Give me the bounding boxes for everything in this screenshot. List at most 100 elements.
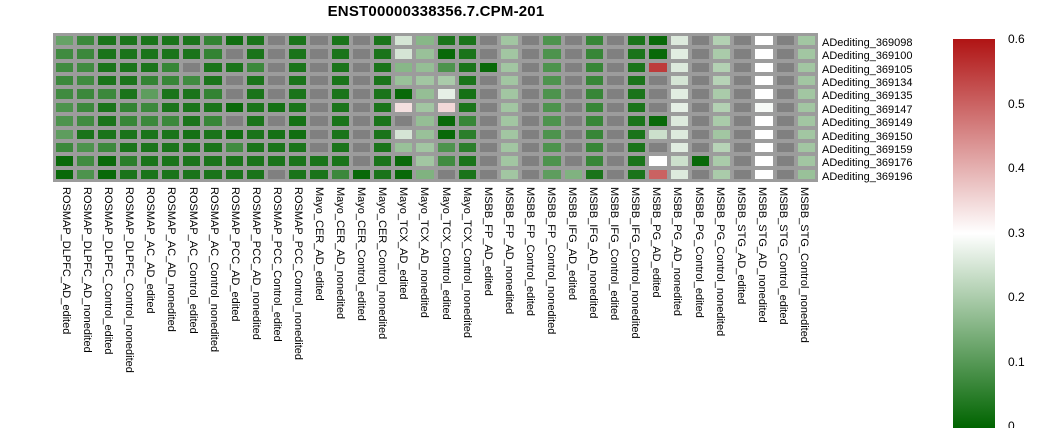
heatmap-cell: [585, 116, 604, 126]
heatmap-cell: [607, 156, 625, 166]
heatmap-cell: [670, 89, 688, 99]
heatmap-cell: [225, 76, 243, 86]
heatmap-cell: [56, 142, 74, 153]
heatmap-cell: [437, 36, 455, 46]
heatmap-cell: [543, 116, 561, 126]
heatmap-cell: [310, 169, 328, 179]
heatmap-cell: [225, 62, 243, 73]
heatmap-cell: [670, 49, 688, 59]
colorbar-tick: 0: [1008, 419, 1015, 428]
heatmap-cell: [395, 89, 413, 99]
heatmap-cell: [267, 129, 286, 139]
heatmap-cell: [649, 169, 667, 179]
heatmap-cell: [755, 169, 773, 179]
heatmap-cell: [289, 169, 307, 179]
heatmap-cell: [776, 89, 794, 99]
heatmap-cell: [585, 36, 604, 46]
heatmap-cell: [225, 169, 243, 179]
heatmap-cell: [140, 142, 158, 153]
row-label: ADediting_369098: [822, 37, 913, 49]
heatmap-cell: [310, 49, 328, 59]
heatmap-cell: [776, 116, 794, 126]
heatmap-cell: [776, 169, 794, 179]
column-label: MSBB_STG_AD_edited: [734, 187, 747, 305]
heatmap-cell: [56, 36, 74, 46]
heatmap-cell: [755, 102, 773, 113]
column-label: MSBB_IFG_AD_edited: [566, 187, 579, 301]
heatmap-cell: [56, 116, 74, 126]
heatmap-cell: [267, 36, 286, 46]
heatmap-cell: [755, 156, 773, 166]
heatmap-cell: [458, 76, 476, 86]
heatmap-cell: [713, 36, 731, 46]
heatmap-cell: [691, 156, 710, 166]
column-label: MSBB_PG_AD_nonedited: [671, 187, 684, 317]
heatmap-cell: [522, 129, 540, 139]
heatmap-cell: [479, 169, 498, 179]
heatmap-cell: [225, 116, 243, 126]
heatmap-cell: [98, 36, 116, 46]
heatmap-cell: [564, 36, 582, 46]
column-label: MSBB_IFG_AD_nonedited: [587, 187, 600, 319]
heatmap-cell: [797, 156, 815, 166]
heatmap-cell: [77, 76, 95, 86]
heatmap-cell: [479, 102, 498, 113]
heatmap-cell: [691, 116, 710, 126]
heatmap-cell: [437, 62, 455, 73]
column-label: MSBB_STG_Control_nonedited: [797, 187, 810, 343]
heatmap-cell: [797, 116, 815, 126]
heatmap-cell: [416, 102, 434, 113]
heatmap-cell: [310, 116, 328, 126]
heatmap-cell: [352, 76, 370, 86]
heatmap-cell: [416, 89, 434, 99]
heatmap-cell: [140, 129, 158, 139]
heatmap-cell: [501, 36, 519, 46]
column-label: MSBB_PG_AD_edited: [650, 187, 663, 298]
heatmap-cell: [225, 156, 243, 166]
heatmap-cell: [734, 129, 752, 139]
heatmap-cell: [310, 76, 328, 86]
heatmap-cell: [628, 36, 646, 46]
heatmap-cell: [310, 142, 328, 153]
heatmap-cell: [56, 62, 74, 73]
heatmap-cell: [204, 102, 222, 113]
heatmap-cell: [119, 89, 137, 99]
heatmap-cell: [395, 76, 413, 86]
heatmap-cell: [140, 62, 158, 73]
heatmap-cell: [416, 142, 434, 153]
heatmap-cell: [585, 89, 604, 99]
heatmap-cell: [225, 102, 243, 113]
heatmap-cell: [373, 89, 392, 99]
heatmap-cell: [797, 89, 815, 99]
heatmap-cell: [543, 62, 561, 73]
heatmap-cell: [77, 102, 95, 113]
heatmap-cell: [776, 129, 794, 139]
heatmap-cell: [161, 129, 180, 139]
heatmap-cell: [437, 49, 455, 59]
heatmap-cell: [119, 156, 137, 166]
column-label: ROSMAP_PCC_Control_edited: [270, 187, 283, 342]
heatmap-cell: [416, 129, 434, 139]
heatmap-cell: [289, 89, 307, 99]
heatmap-cell: [373, 49, 392, 59]
heatmap-cell: [585, 62, 604, 73]
heatmap-cell: [776, 49, 794, 59]
heatmap-cell: [183, 156, 201, 166]
heatmap-cell: [564, 89, 582, 99]
heatmap-cell: [479, 116, 498, 126]
heatmap-cell: [458, 116, 476, 126]
heatmap-cell: [585, 49, 604, 59]
heatmap-cell: [183, 36, 201, 46]
heatmap-cell: [755, 89, 773, 99]
heatmap-cell: [607, 116, 625, 126]
heatmap-cell: [140, 76, 158, 86]
heatmap-cell: [670, 102, 688, 113]
row-label: ADediting_369196: [822, 170, 913, 183]
heatmap-grid: [56, 36, 815, 179]
heatmap-cell: [458, 169, 476, 179]
heatmap-cell: [607, 89, 625, 99]
heatmap-cell: [416, 49, 434, 59]
heatmap-cell: [458, 142, 476, 153]
heatmap-cell: [183, 62, 201, 73]
